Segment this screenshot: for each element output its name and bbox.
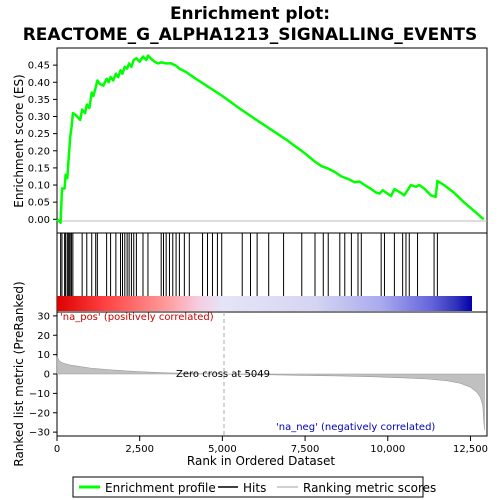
legend-enrichment-label: Enrichment profile	[105, 481, 216, 495]
es-y-tick-label: 0.35	[28, 95, 50, 106]
es-y-tick-label: 0.30	[28, 112, 50, 123]
es-y-tick-label: 0.45	[28, 61, 50, 72]
es-y-tick-label: 0.00	[28, 215, 50, 226]
hits-panel	[57, 233, 487, 312]
x-tick-label: 0	[54, 444, 60, 455]
metric-y-tick-label: 30	[37, 311, 50, 322]
pos-correlated-label: 'na_pos' (positively correlated)	[60, 312, 214, 323]
es-y-axis-label: Enrichment score (ES)	[12, 74, 26, 207]
es-y-tick-label: 0.25	[28, 129, 50, 140]
x-axis-ticks: 0 2,500 5,000 7,500 10,000 12,500	[54, 436, 488, 455]
metric-y-axis-label: Ranked list metric (PreRanked)	[12, 281, 26, 466]
chart-title-line2: REACTOME_G_ALPHA1213_SIGNALLING_EVENTS	[23, 25, 478, 45]
metric-y-tick-label: 10	[37, 350, 50, 361]
legend: Enrichment profile Hits Ranking metric s…	[73, 477, 436, 497]
metric-y-tick-label: −10	[29, 389, 50, 400]
es-y-tick-label: 0.10	[28, 181, 50, 192]
x-tick-label: 2,500	[125, 444, 154, 455]
es-y-tick-label: 0.05	[28, 198, 50, 209]
rank-color-bar	[57, 296, 472, 311]
es-y-tick-label: 0.20	[28, 146, 50, 157]
x-tick-label: 10,000	[370, 444, 405, 455]
es-y-tick-label: 0.15	[28, 163, 50, 174]
legend-hits-label: Hits	[243, 481, 266, 495]
metric-y-tick-label: 0	[44, 370, 50, 381]
x-tick-label: 12,500	[453, 444, 488, 455]
metric-y-tick-label: −30	[29, 428, 50, 439]
es-y-ticks: 0.00 0.05 0.10 0.15 0.20 0.25 0.30 0.35 0.40 0.45	[28, 61, 57, 226]
legend-metric-label: Ranking metric scores	[303, 481, 436, 495]
metric-y-tick-label: 20	[37, 331, 50, 342]
metric-y-ticks: 30 20 10 0 −10 −20 −30	[29, 311, 57, 438]
es-panel: 0.00 0.05 0.10 0.15 0.20 0.25 0.30 0.35 0.40 0.45…	[12, 48, 487, 233]
es-y-tick-label: 0.40	[28, 78, 50, 89]
x-axis-label: Rank in Ordered Dataset	[187, 454, 335, 468]
zero-cross-label: Zero cross at 5049	[176, 369, 270, 380]
neg-correlated-label: 'na_neg' (negatively correlated)	[276, 422, 435, 433]
metric-y-tick-label: −20	[29, 408, 50, 419]
chart-title-line1: Enrichment plot:	[170, 4, 330, 24]
es-panel-frame	[57, 48, 487, 233]
